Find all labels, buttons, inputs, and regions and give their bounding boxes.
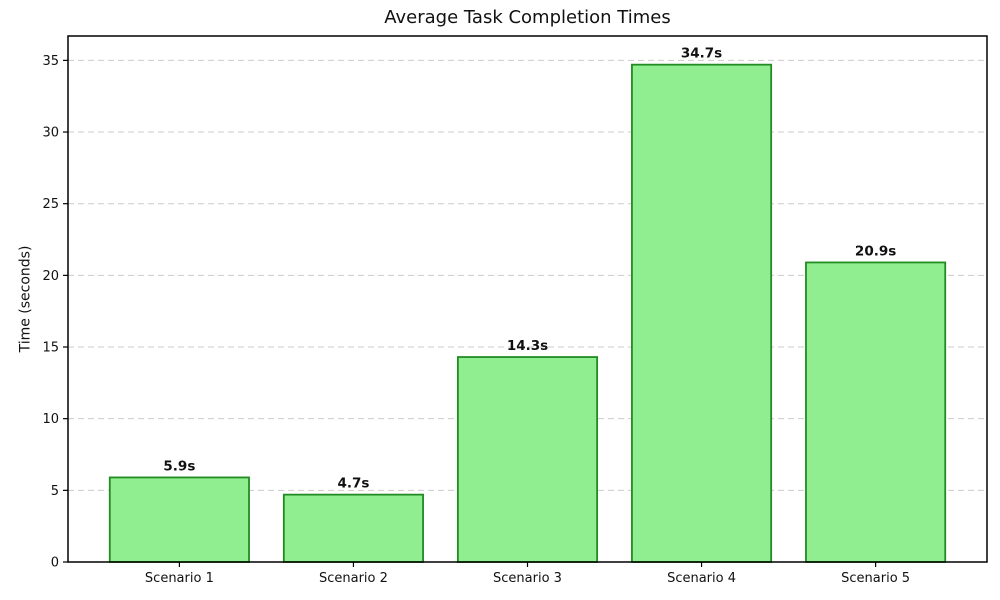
x-tick-label: Scenario 1 bbox=[145, 571, 214, 586]
bar bbox=[282, 493, 424, 563]
bar bbox=[805, 261, 947, 563]
y-tick-label: 0 bbox=[51, 556, 59, 571]
y-tick-label: 10 bbox=[42, 412, 59, 427]
bar-value-label: 14.3s bbox=[507, 338, 548, 354]
bar bbox=[108, 476, 250, 563]
bar-value-label: 4.7s bbox=[337, 476, 369, 492]
chart-title: Average Task Completion Times bbox=[384, 7, 671, 28]
x-tick-label: Scenario 4 bbox=[667, 571, 736, 586]
bar-value-label: 5.9s bbox=[163, 458, 195, 474]
x-tick-label: Scenario 2 bbox=[319, 571, 388, 586]
y-tick-label: 5 bbox=[51, 484, 59, 499]
y-tick-label: 30 bbox=[42, 126, 59, 141]
bar bbox=[456, 356, 599, 563]
y-tick-label: 35 bbox=[42, 54, 59, 69]
x-tick-label: Scenario 5 bbox=[841, 571, 910, 586]
y-tick-label: 25 bbox=[42, 197, 59, 212]
bar-value-label: 34.7s bbox=[681, 46, 722, 62]
x-tick-label: Scenario 3 bbox=[493, 571, 562, 586]
y-tick-label: 15 bbox=[42, 341, 59, 356]
bar bbox=[631, 63, 773, 563]
y-tick-label: 20 bbox=[42, 269, 59, 284]
bar-value-label: 20.9s bbox=[855, 243, 896, 259]
